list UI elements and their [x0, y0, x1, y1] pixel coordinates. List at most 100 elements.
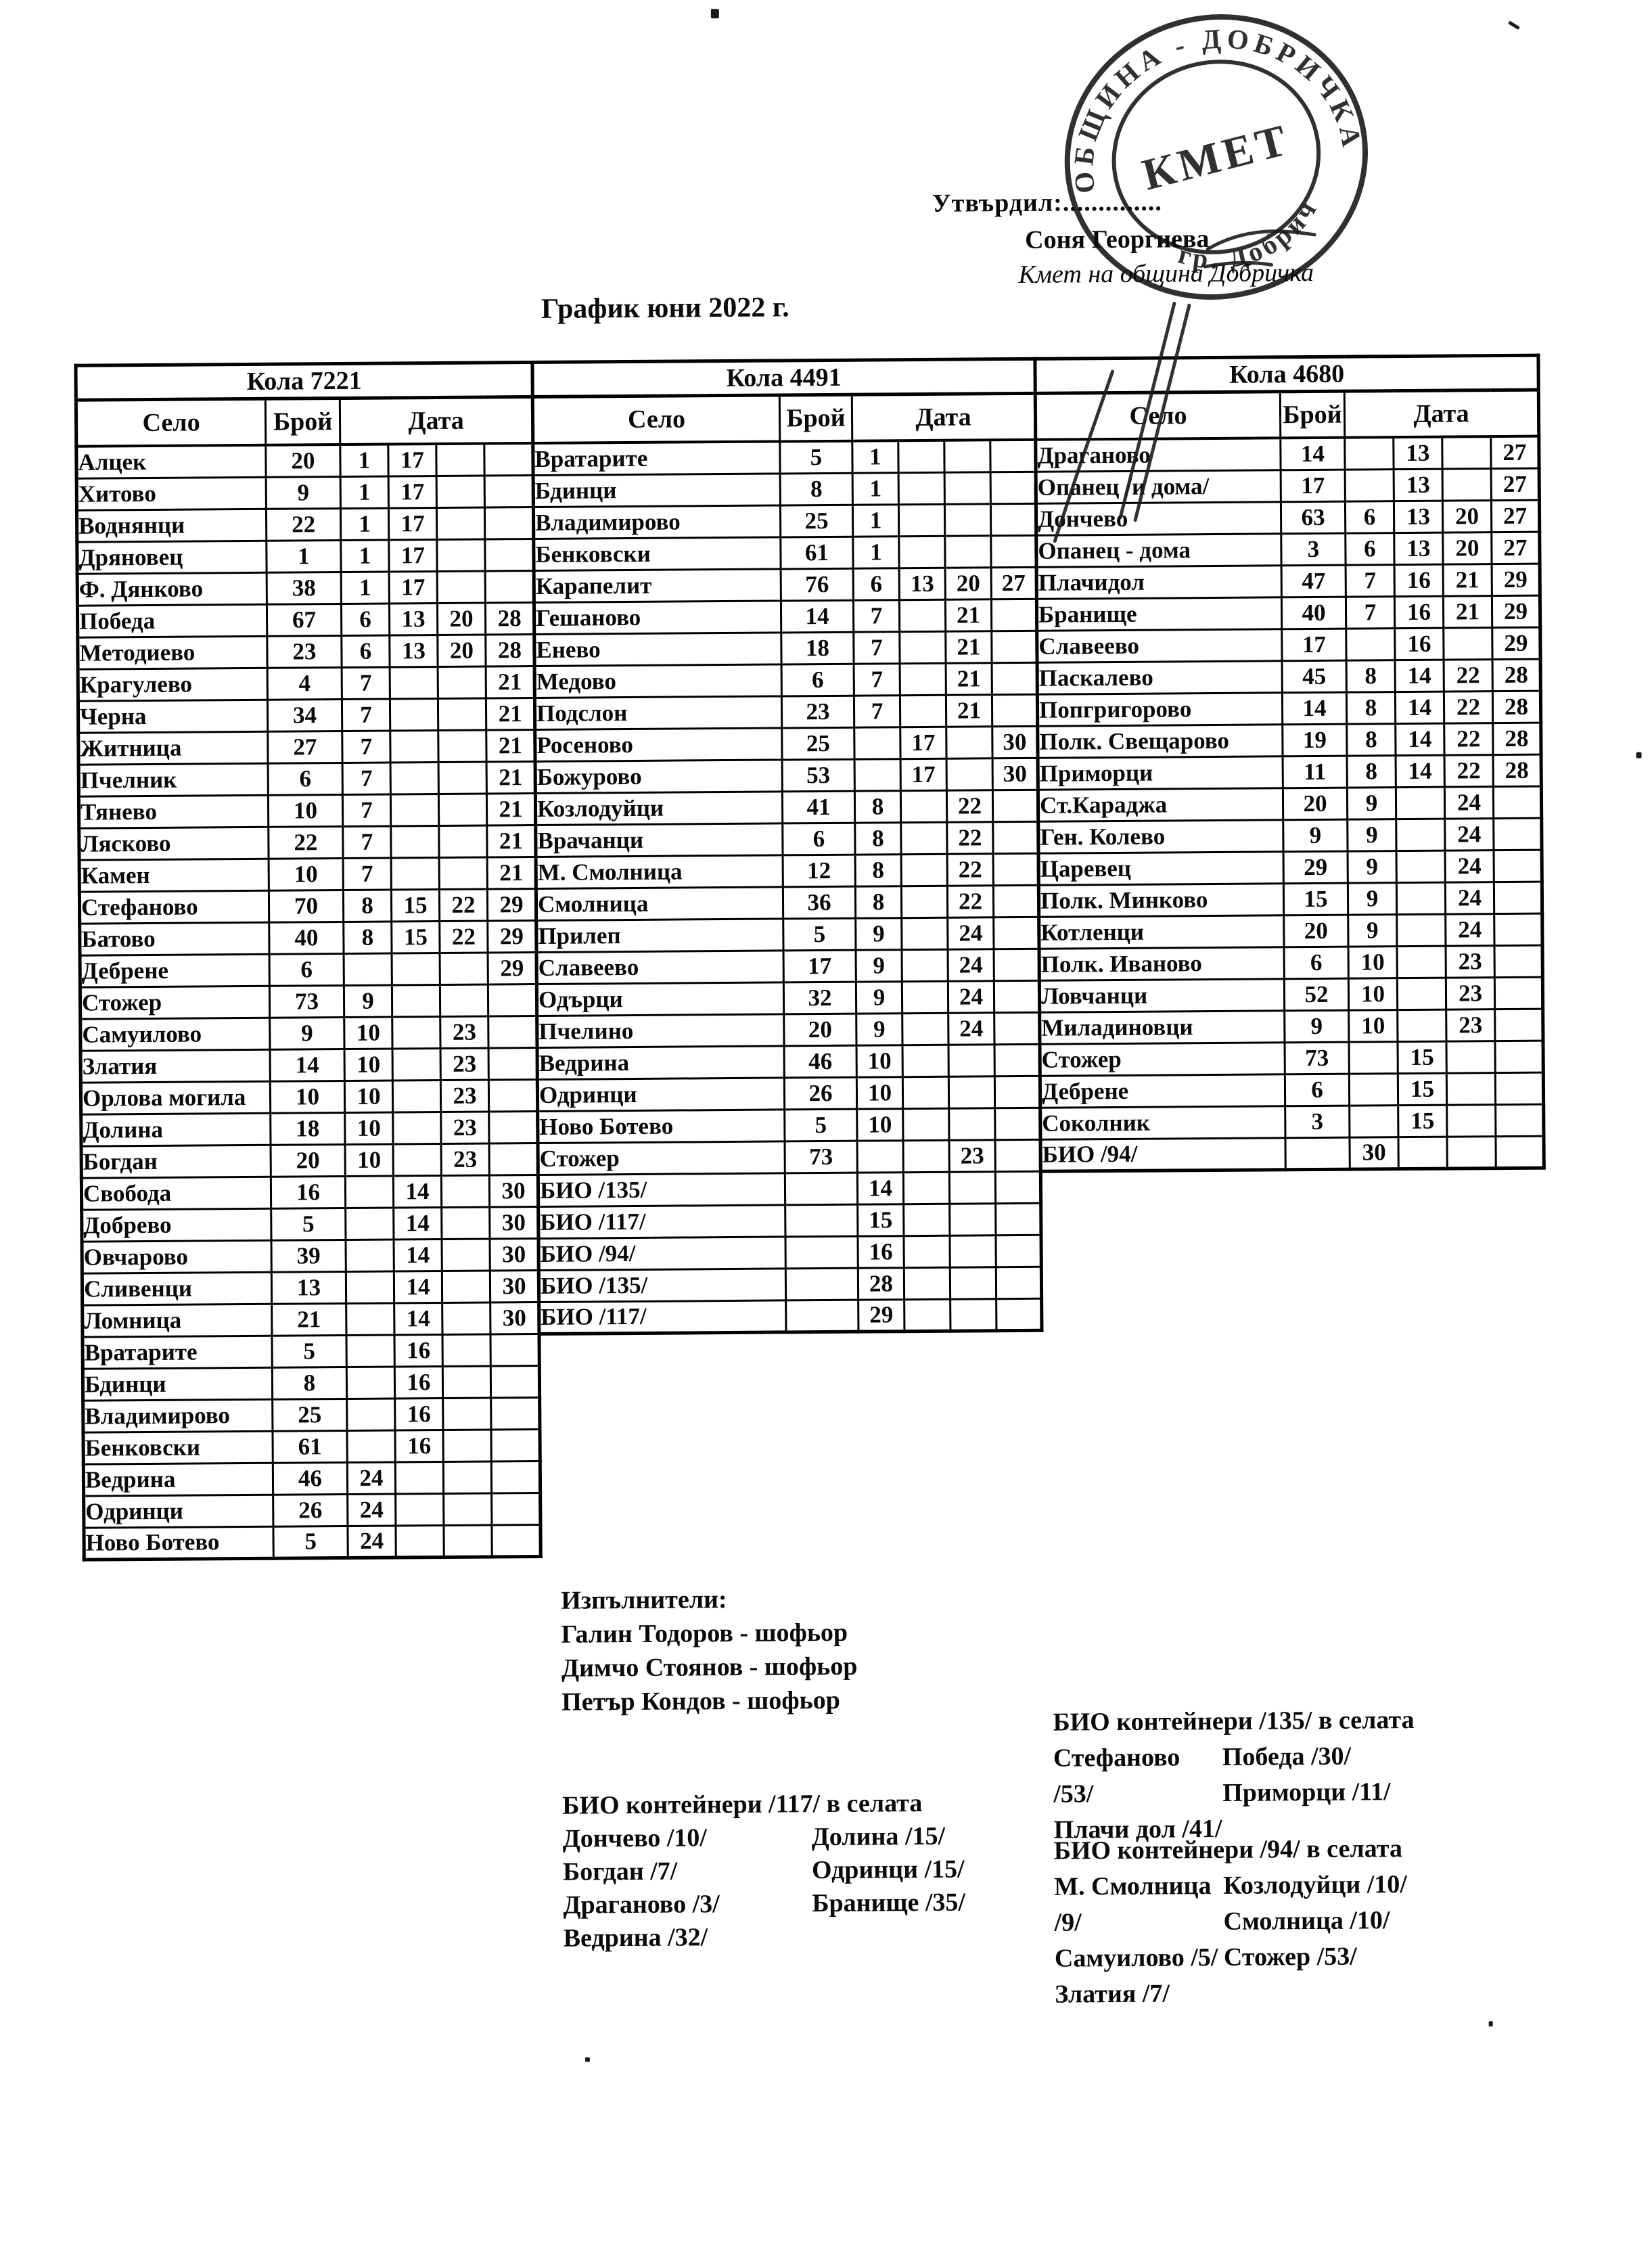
village-cell: Владимирово [533, 505, 781, 539]
village-cell: Вратарите [532, 441, 781, 476]
col-header-village: Село [1035, 391, 1281, 440]
village-cell: Стожер [80, 985, 270, 1019]
date-cell: 14 [393, 1206, 442, 1240]
date-cell [346, 1334, 395, 1367]
date-cell: 14 [857, 1172, 904, 1204]
count-cell: 73 [1284, 1041, 1350, 1074]
date-cell: 20 [945, 567, 992, 599]
date-cell: 24 [1445, 913, 1495, 946]
village-cell: БИО /117/ [538, 1204, 785, 1238]
schedule-table-kola-4491: Кола 4491 Село Брой Дата Вратарите 5 1 Бдин… [530, 357, 1044, 1336]
date-cell [1494, 1040, 1544, 1073]
count-cell: 73 [784, 1140, 858, 1173]
count-cell: 46 [784, 1045, 857, 1078]
date-cell [1397, 1009, 1446, 1042]
table-row: Опанец - дома 3 6 13 20 27 [1036, 531, 1540, 567]
village-cell: Пчелник [78, 763, 269, 796]
list-item: Стефаново /53/ [1053, 1743, 1180, 1809]
date-cell: 27 [1491, 499, 1540, 532]
date-cell [488, 983, 537, 1016]
date-cell [944, 440, 991, 472]
table-row: Добрево 5 14 30 [81, 1206, 539, 1242]
date-cell: 7 [853, 599, 900, 632]
date-cell: 17 [388, 476, 437, 508]
date-cell [392, 1111, 442, 1144]
date-cell [390, 793, 439, 826]
date-cell: 20 [437, 634, 486, 666]
date-cell [854, 758, 901, 791]
date-cell [948, 1044, 995, 1076]
count-cell [1285, 1137, 1350, 1170]
date-cell: 23 [1446, 977, 1495, 1009]
date-cell: 13 [1393, 436, 1443, 470]
col-header-count: Брой [779, 394, 852, 442]
scan-speck [710, 9, 719, 19]
count-cell: 23 [267, 635, 342, 668]
count-cell: 36 [783, 886, 856, 919]
table-row: Подслон 23 7 21 [534, 694, 1038, 729]
date-cell [392, 1047, 441, 1081]
date-cell [990, 471, 1036, 504]
table-row: Козлодуйци 41 8 22 [535, 789, 1038, 825]
date-cell [488, 1047, 538, 1080]
date-cell [1494, 976, 1543, 1009]
date-cell: 1 [340, 476, 389, 508]
table-row: Бенковски 61 1 [533, 535, 1037, 571]
date-cell [994, 1012, 1040, 1045]
date-cell [1443, 627, 1493, 660]
date-cell [902, 1139, 950, 1173]
date-cell [900, 662, 946, 696]
village-cell: Полк. Минково [1038, 883, 1284, 917]
date-cell [484, 475, 534, 507]
date-cell: 29 [488, 951, 537, 984]
village-cell: Божурово [535, 759, 783, 793]
village-cell: Плачидол [1036, 565, 1282, 599]
village-cell: Ловчанци [1039, 978, 1285, 1012]
village-cell: Бенковски [83, 1430, 273, 1464]
date-cell [995, 1234, 1042, 1267]
table-row: Тянево 10 7 21 [78, 792, 536, 828]
date-cell: 7 [343, 857, 392, 890]
date-cell [900, 790, 947, 823]
count-cell: 61 [780, 536, 854, 569]
date-cell: 22 [946, 821, 994, 854]
date-cell [902, 1044, 949, 1077]
date-cell: 17 [388, 539, 438, 572]
date-cell: 1 [340, 507, 389, 540]
count-cell: 52 [1284, 978, 1349, 1011]
table-row: Гешаново 14 7 21 [534, 598, 1037, 635]
count-cell: 22 [266, 507, 341, 541]
count-cell: 10 [269, 857, 344, 890]
date-cell: 15 [391, 888, 440, 922]
count-cell: 53 [782, 758, 855, 792]
village-cell: Бенковски [533, 537, 781, 571]
village-cell: Бранище [1036, 597, 1282, 631]
count-cell: 5 [271, 1207, 346, 1240]
date-cell [1494, 945, 1543, 978]
count-cell: 5 [779, 440, 853, 474]
date-cell: 14 [1395, 659, 1444, 692]
date-cell [1446, 1136, 1496, 1168]
count-cell: 22 [268, 825, 344, 859]
date-cell: 14 [1396, 754, 1445, 788]
table-row: Стожер 73 15 [1040, 1040, 1544, 1076]
date-cell [1397, 977, 1446, 1010]
date-cell [485, 570, 534, 603]
date-cell: 9 [856, 949, 902, 982]
table-body: Алцек 20 1 17 Хитово 9 1 17 Воднянци 22 1 17 Дрянове… [76, 443, 541, 1560]
date-cell: 20 [437, 602, 486, 635]
date-cell: 15 [1398, 1072, 1447, 1106]
date-cell [441, 1206, 490, 1239]
bio-column-left: Дончево /10/Богдан /7/Драганово /3/Ведри… [563, 1821, 812, 1955]
table-row: Полк. Минково 15 9 24 [1038, 881, 1542, 917]
table-row: Победа 67 6 13 20 28 [77, 602, 534, 637]
date-cell: 13 [1394, 532, 1444, 565]
count-cell: 32 [783, 981, 856, 1014]
date-cell: 8 [1346, 723, 1396, 756]
village-cell: Самуилово [80, 1017, 271, 1051]
date-cell [395, 1493, 444, 1526]
table-row: Житница 27 7 21 [78, 729, 536, 765]
count-cell: 6 [269, 953, 344, 986]
count-cell: 34 [267, 698, 342, 731]
date-cell [950, 1298, 996, 1331]
